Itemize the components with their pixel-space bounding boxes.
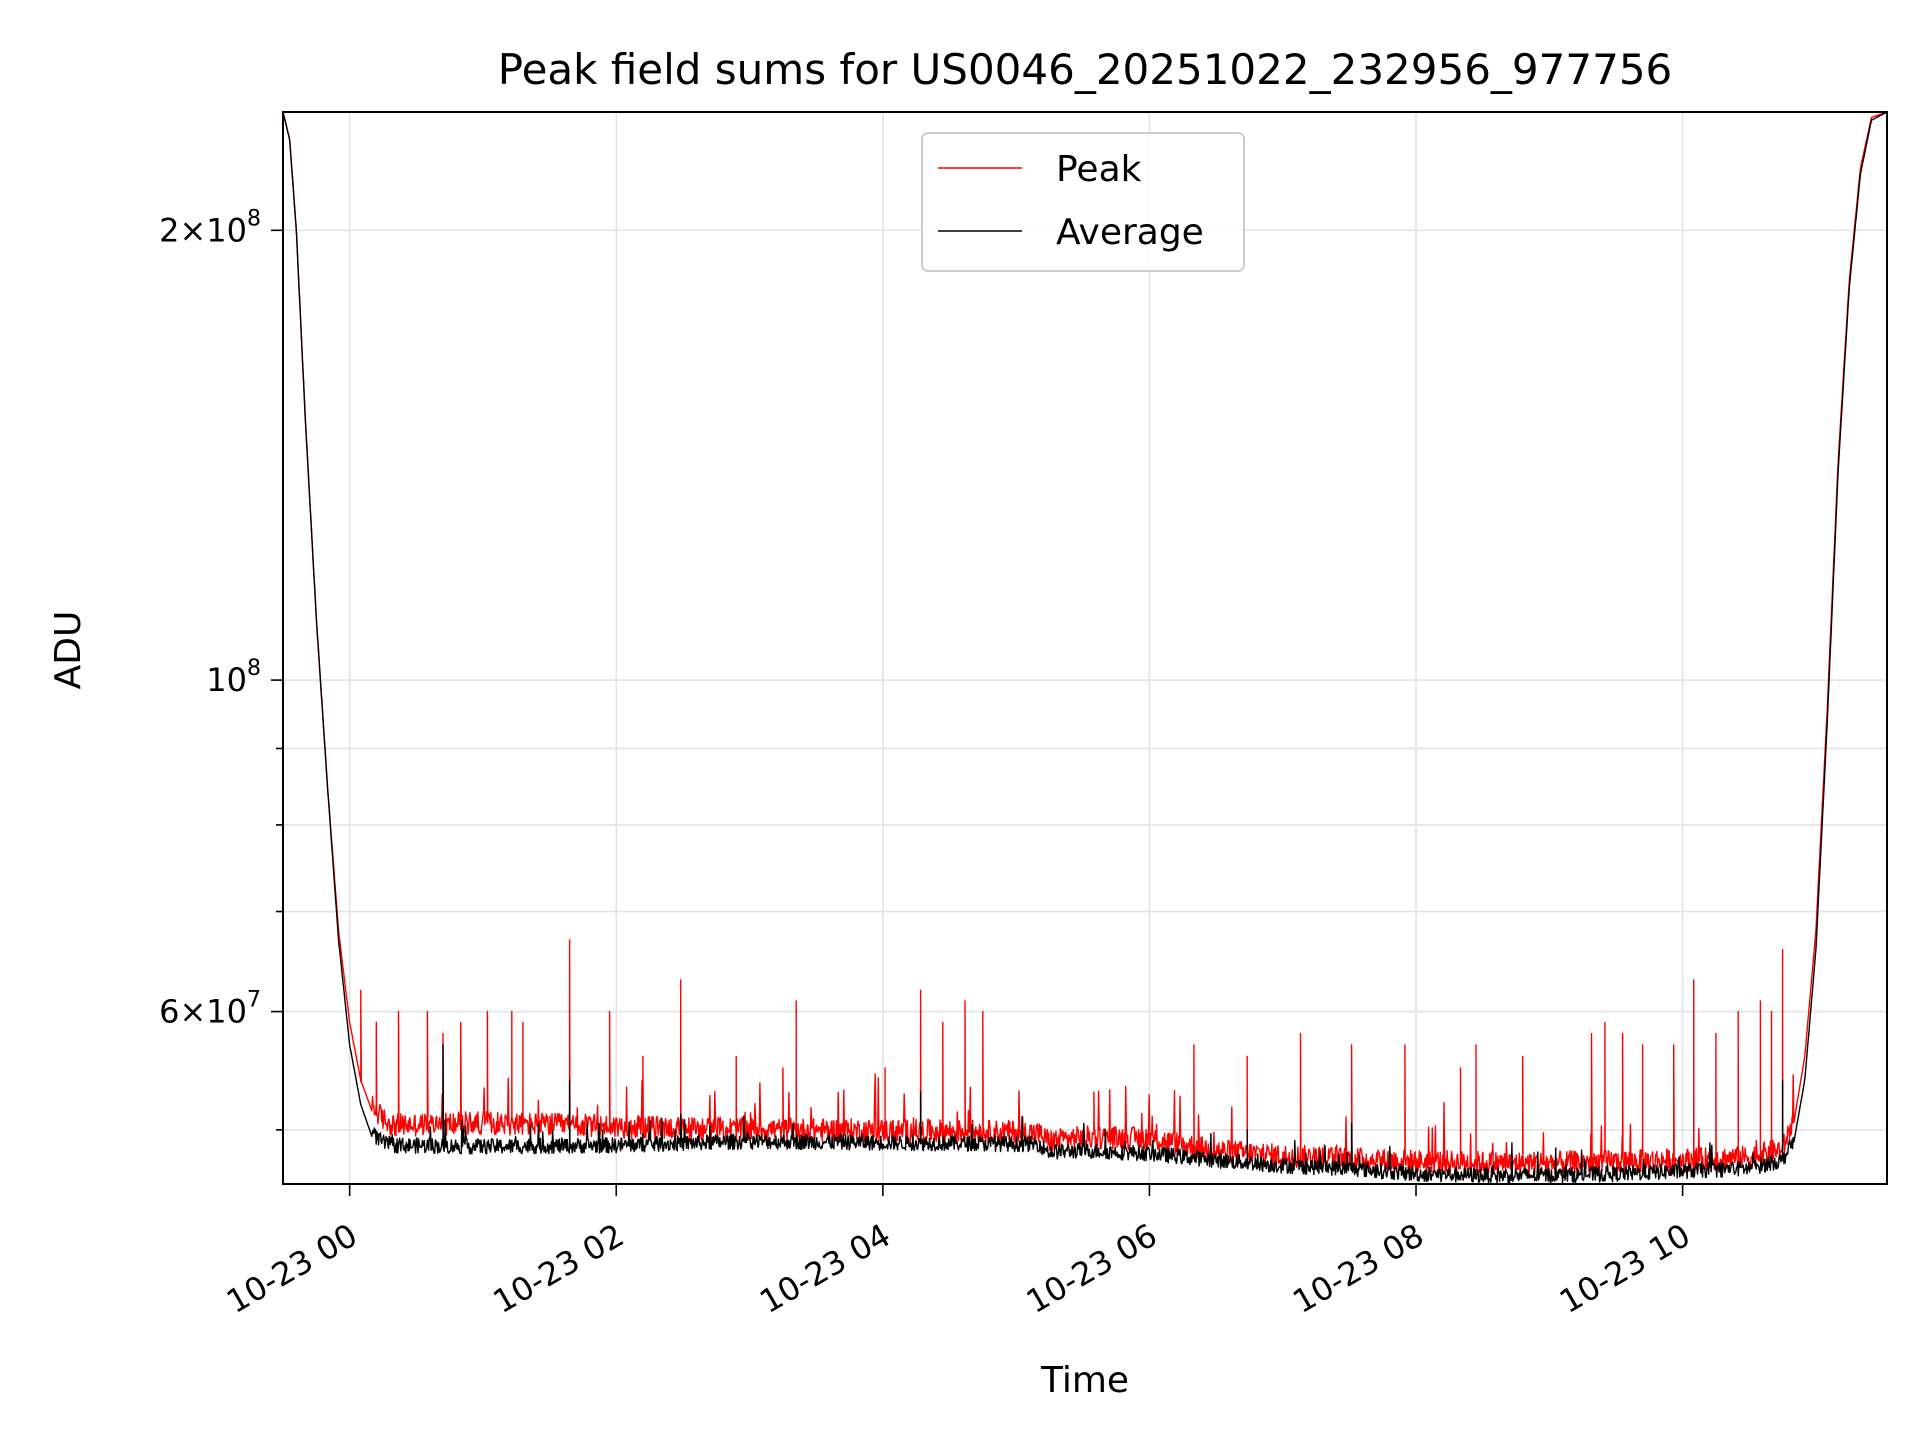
plot-frame [282,111,1888,1185]
y-tick-label: 6×107 [159,988,261,1031]
series-line-average [282,111,1888,1184]
x-axis-label: Time [1040,1360,1129,1401]
legend-label-average: Average [1056,212,1204,253]
legend: Peak Average [921,132,1245,272]
series-layer [282,111,1888,1184]
y-tick-label: 108 [206,656,261,699]
y-axis-label: ADU [48,611,89,690]
legend-label-peak: Peak [1056,149,1142,190]
chart-title: Peak field sums for US0046_20251022_2329… [498,45,1673,94]
y-tick-label: 2×108 [159,206,261,249]
